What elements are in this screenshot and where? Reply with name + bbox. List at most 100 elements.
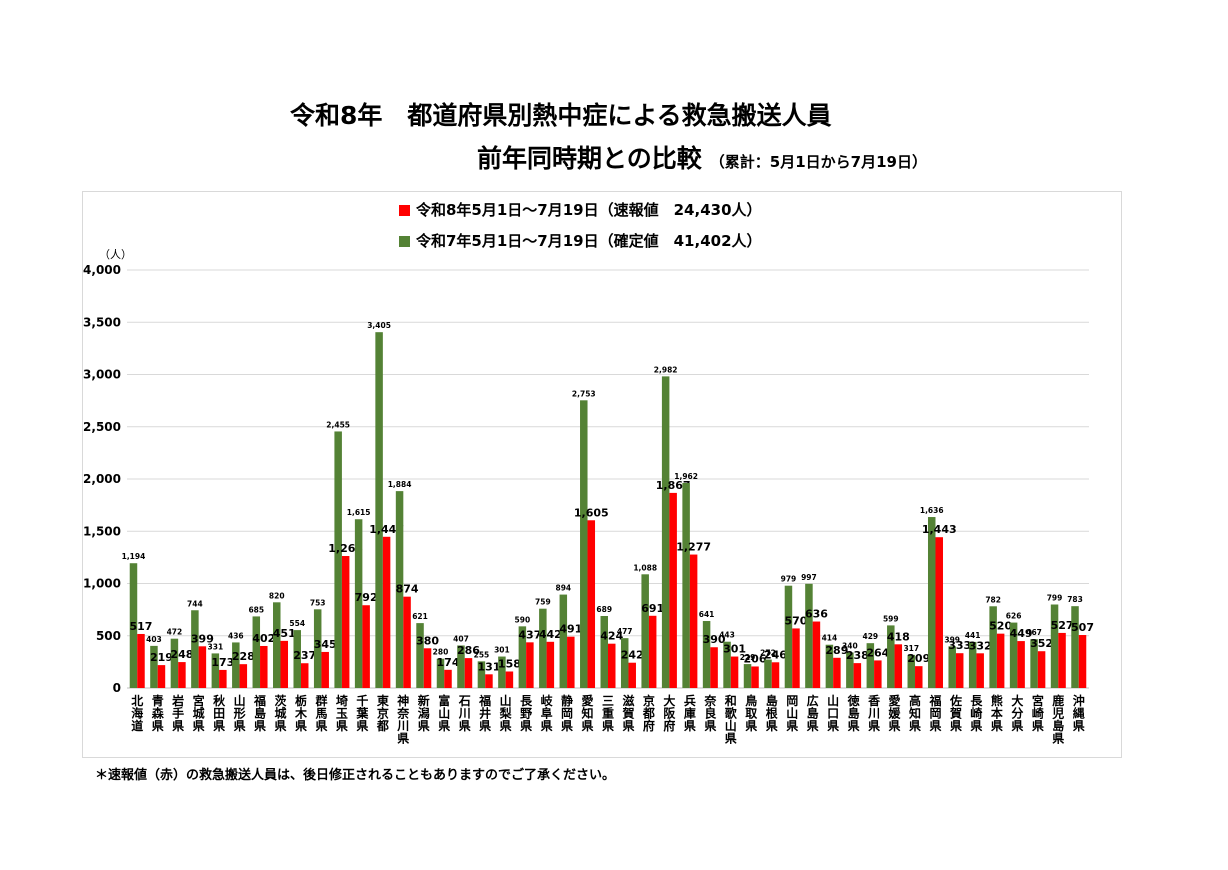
x-tick-label: 栃木県 — [294, 693, 308, 733]
data-label-previous: 2,455 — [326, 420, 350, 429]
data-label-previous: 2,753 — [572, 389, 596, 398]
x-tick-label: 愛知県 — [581, 693, 594, 733]
bar-current-year — [485, 674, 493, 688]
data-label-previous: 317 — [903, 644, 919, 653]
bar-current-year — [280, 640, 289, 688]
data-label-previous: 403 — [146, 635, 162, 644]
data-label-current: 248 — [170, 648, 193, 661]
x-tick-label: 新潟県 — [418, 693, 430, 733]
bar-previous-year — [968, 641, 977, 688]
legend-swatch — [399, 236, 410, 247]
data-label-current: 520 — [989, 620, 1012, 633]
bar-previous-year — [1030, 639, 1038, 688]
bar-current-year — [1017, 641, 1025, 688]
bar-current-year — [792, 628, 800, 688]
bar-current-year — [362, 605, 370, 688]
data-label-current: 238 — [846, 649, 869, 662]
bar-previous-year — [1071, 606, 1079, 688]
bar-previous-year — [702, 621, 711, 688]
data-label-previous: 441 — [965, 631, 981, 640]
bar-previous-year — [334, 431, 342, 688]
x-tick-label: 東京都 — [376, 693, 389, 733]
data-label-previous: 229 — [740, 653, 756, 662]
x-tick-label: 長崎県 — [970, 693, 983, 733]
bar-previous-year — [764, 659, 772, 688]
bar-current-year — [608, 643, 616, 688]
bar-previous-year — [620, 638, 629, 688]
bar-current-year — [710, 647, 718, 688]
bar-previous-year — [559, 594, 568, 688]
x-tick-label: 長野県 — [520, 693, 533, 733]
bar-previous-year — [927, 517, 936, 688]
x-tick-label: 大分県 — [1011, 693, 1023, 733]
data-label-previous: 477 — [617, 627, 633, 636]
data-label-current: 131 — [477, 660, 500, 673]
chart-subtitle: 前年同時期との比較 （累計：5月1日から7月19日） — [477, 139, 927, 175]
x-tick-label: 群馬県 — [314, 693, 327, 733]
bar-current-year — [935, 537, 943, 688]
x-tick-label: 島根県 — [766, 693, 778, 733]
bar-current-year — [239, 664, 248, 688]
data-label-current: 333 — [948, 639, 971, 652]
bar-current-year — [505, 671, 514, 688]
data-label-previous: 331 — [208, 642, 224, 651]
x-tick-label: 滋賀県 — [621, 693, 634, 733]
data-label-previous: 407 — [453, 634, 469, 643]
data-label-previous: 1,088 — [633, 563, 657, 572]
data-label-current: 491 — [559, 623, 582, 636]
data-label-previous: 3,405 — [367, 321, 391, 330]
data-label-previous: 979 — [781, 575, 797, 584]
legend-swatch — [399, 205, 410, 216]
data-label-previous: 1,884 — [388, 480, 412, 489]
x-tick-label: 静岡県 — [561, 693, 573, 733]
x-tick-label: 沖縄県 — [1073, 693, 1085, 733]
bar-current-year — [198, 646, 207, 688]
data-label-current: 206 — [744, 652, 767, 665]
y-tick-label: 4,000 — [83, 263, 121, 277]
data-label-current: 1,443 — [922, 523, 957, 536]
bar-previous-year — [825, 644, 834, 688]
bar-previous-year — [395, 491, 404, 688]
data-label-current: 507 — [1071, 621, 1094, 634]
data-label-current: 289 — [825, 644, 848, 657]
bar-previous-year — [273, 602, 281, 688]
bar-current-year — [628, 662, 636, 688]
data-label-current: 332 — [969, 639, 992, 652]
data-label-previous: 2,982 — [654, 365, 678, 374]
data-label-previous: 436 — [228, 631, 244, 640]
data-label-previous: 1,962 — [674, 472, 698, 481]
x-tick-label: 富山県 — [438, 693, 450, 733]
data-label-previous: 641 — [699, 610, 715, 619]
data-label-previous: 399 — [944, 635, 960, 644]
data-label-current: 1,277 — [676, 541, 711, 554]
x-tick-label: 秋田県 — [213, 693, 226, 733]
bar-previous-year — [518, 626, 527, 688]
data-label-previous: 820 — [269, 591, 285, 600]
data-label-previous: 997 — [801, 573, 817, 582]
x-tick-label: 宮城県 — [193, 693, 205, 733]
bar-previous-year — [887, 625, 895, 688]
bar-previous-year — [150, 645, 158, 688]
data-label-current: 636 — [805, 608, 828, 621]
data-label-current: 691 — [641, 602, 664, 615]
bar-current-year — [812, 621, 821, 688]
data-label-previous: 689 — [596, 605, 612, 614]
bar-previous-year — [641, 574, 649, 688]
data-label-current: 418 — [887, 630, 910, 643]
bar-current-year — [689, 554, 698, 688]
data-label-previous: 753 — [310, 598, 326, 607]
bar-current-year — [587, 520, 596, 688]
data-label-current: 352 — [1030, 637, 1053, 650]
subtitle-text: 前年同時期との比較 — [477, 144, 702, 173]
bar-current-year — [423, 648, 432, 688]
bar-current-year — [915, 666, 923, 688]
data-label-current: 301 — [723, 643, 746, 656]
x-tick-label: 鳥取県 — [745, 693, 757, 733]
x-tick-label: 埼玉県 — [336, 693, 348, 733]
y-tick-label: 3,500 — [83, 315, 121, 329]
data-label-current: 264 — [866, 646, 889, 659]
bar-previous-year — [457, 645, 465, 688]
bar-current-year — [526, 642, 534, 688]
data-label-current: 380 — [416, 634, 439, 647]
data-label-current: 228 — [232, 650, 255, 663]
